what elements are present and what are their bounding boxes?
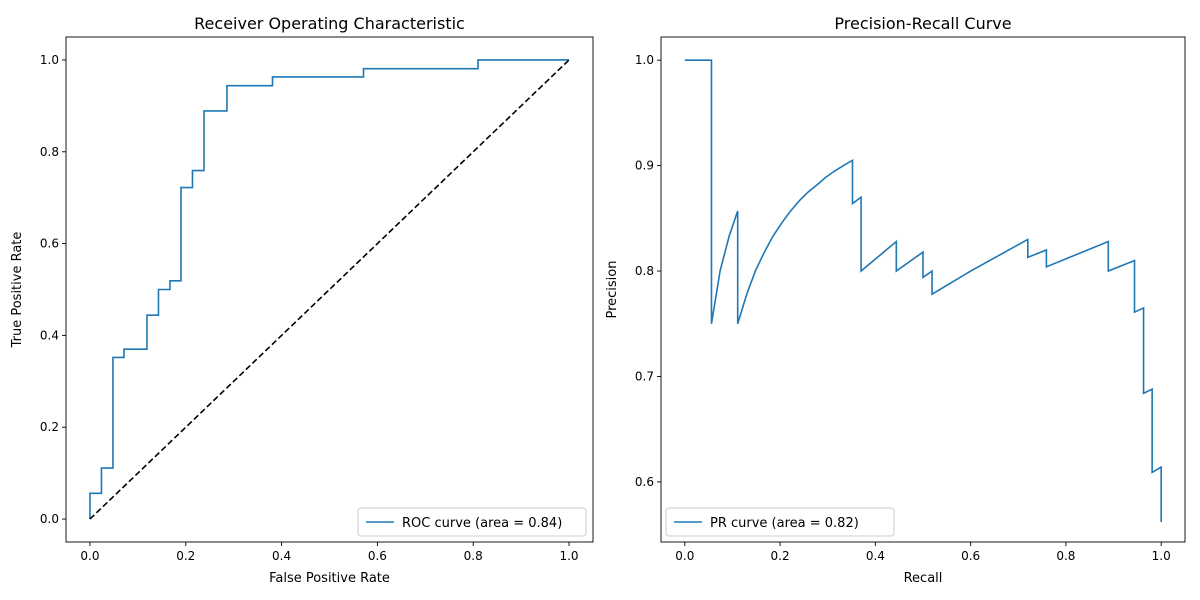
roc-x-tick-label: 0.2 [176, 549, 195, 563]
roc-y-tick-label: 0.6 [40, 237, 59, 251]
pr-x-tick-label: 0.4 [866, 549, 885, 563]
pr-x-axis-label: Recall [904, 571, 943, 586]
roc-x-tick-label: 0.8 [464, 549, 483, 563]
roc-y-axis-label: True Positive Rate [10, 232, 25, 349]
pr-axes-frame [660, 36, 1186, 543]
roc-curve-line [89, 59, 570, 520]
pr-y-tick-label: 0.6 [635, 475, 654, 489]
roc-x-axis-label: False Positive Rate [269, 571, 390, 586]
pr-title: Precision-Recall Curve [834, 14, 1011, 33]
pr-plot: Precision-Recall Curve 0.0 0.2 0.4 0.6 0.8 1.0… [605, 14, 1186, 586]
roc-diagonal-line [89, 59, 570, 520]
roc-plot: Receiver Operating Characteristic 0.0 0.2 0… [10, 14, 594, 586]
roc-axes-frame [65, 36, 594, 543]
roc-legend-box [357, 507, 587, 537]
roc-y-tick-label: 0.8 [40, 145, 59, 159]
pr-curve-line [684, 59, 1162, 522]
pr-y-tick-label: 0.9 [635, 159, 654, 173]
roc-x-tick-label: 0.6 [368, 549, 387, 563]
pr-y-tick-label: 0.8 [635, 264, 654, 278]
pr-x-tick-label: 0.6 [961, 549, 980, 563]
roc-title: Receiver Operating Characteristic [194, 14, 465, 33]
pr-x-tick-label: 0.0 [675, 549, 694, 563]
roc-y-tick-label: 0.0 [40, 512, 59, 526]
roc-y-tick-label: 0.4 [40, 328, 59, 342]
pr-x-tick-label: 0.8 [1056, 549, 1075, 563]
roc-legend: ROC curve (area = 0.84) [357, 507, 587, 537]
pr-y-tick-label: 1.0 [635, 53, 654, 67]
pr-x-tick-label: 1.0 [1152, 549, 1171, 563]
pr-x-tick-label: 0.2 [771, 549, 790, 563]
roc-y-tick-label: 1.0 [40, 53, 59, 67]
pr-legend: PR curve (area = 0.82) [665, 507, 895, 537]
roc-x-tick-label: 0.4 [272, 549, 291, 563]
pr-y-tick-label: 0.7 [635, 369, 654, 383]
roc-x-tick-label: 0.0 [80, 549, 99, 563]
pr-legend-box [665, 507, 895, 537]
pr-legend-label: PR curve (area = 0.82) [710, 516, 859, 531]
roc-x-tick-label: 1.0 [559, 549, 578, 563]
pr-y-axis-label: Precision [605, 260, 620, 318]
roc-legend-label: ROC curve (area = 0.84) [402, 516, 562, 531]
roc-y-tick-label: 0.2 [40, 420, 59, 434]
